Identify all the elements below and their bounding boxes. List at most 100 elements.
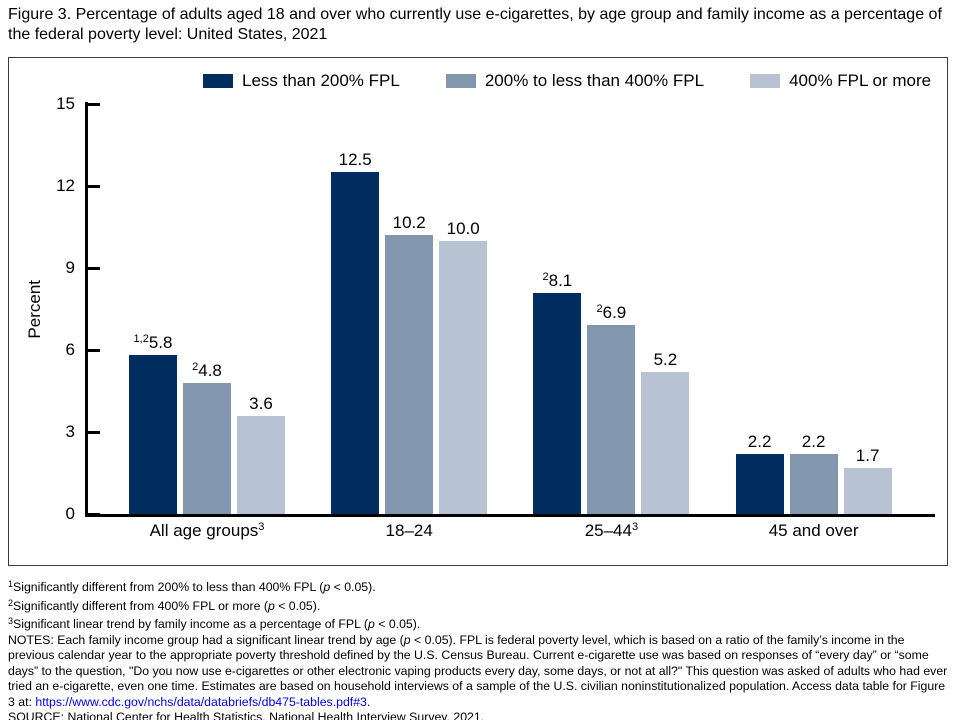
legend-item: Less than 200% FPL <box>203 71 400 91</box>
bar-cell: 26.9 <box>587 300 636 514</box>
y-tick-label: 15 <box>56 94 75 113</box>
bar-cell: 12.5 <box>331 150 380 514</box>
footnote-text: Significantly different from 400% FPL or… <box>13 598 268 613</box>
bar <box>439 240 488 514</box>
bar <box>843 467 892 514</box>
x-category-text: All age groups <box>149 521 259 540</box>
bar <box>735 453 784 514</box>
notes-post: . <box>366 694 371 709</box>
bar-value: 2.2 <box>747 431 772 451</box>
y-axis-line <box>85 102 88 517</box>
data-table-link[interactable]: https://www.cdc.gov/nchs/data/databriefs… <box>35 694 367 709</box>
y-axis-title: Percent <box>25 279 44 339</box>
footnote-text: Significantly different from 200% to les… <box>13 580 324 594</box>
footnote-text-end: < 0.05). <box>330 580 376 594</box>
bar-group: 1,25.8 24.8 3.6 <box>129 330 285 514</box>
bar-group: 28.1 26.9 5.2 <box>533 268 690 514</box>
legend-item: 200% to less than 400% FPL <box>445 71 705 91</box>
x-category-text: 25–44 <box>584 521 632 540</box>
x-category-text: 45 and over <box>768 521 859 540</box>
y-tick-label: 9 <box>65 258 75 277</box>
footnotes: 1Significantly different from 200% to le… <box>8 577 954 720</box>
footnote-text: Significant linear trend by family incom… <box>13 617 368 631</box>
y-tick-mark <box>88 512 100 516</box>
bar-cell: 28.1 <box>533 268 582 514</box>
x-category-label: 18–24 <box>291 521 527 541</box>
bar-value: 3.6 <box>249 393 273 413</box>
bar-cell: 1.7 <box>843 446 892 514</box>
bar <box>385 235 434 514</box>
bar-value-label: 3.6 <box>249 394 273 413</box>
bar-cell: 1,25.8 <box>129 330 177 514</box>
bar-value-superscript: 2 <box>192 360 199 373</box>
bar-value: 10.0 <box>446 218 480 238</box>
bar-cell: 2.2 <box>789 432 838 514</box>
bar-value-label: 5.2 <box>654 350 678 369</box>
bar <box>183 382 231 514</box>
y-tick-mark <box>88 184 100 188</box>
bar-value-label: 10.2 <box>393 213 426 232</box>
y-tick-label: 3 <box>65 422 75 441</box>
legend-swatch <box>445 74 476 88</box>
x-category-superscript: 3 <box>631 521 639 533</box>
x-category-superscript: 3 <box>258 521 265 533</box>
x-category-label: 45 and over <box>696 521 932 541</box>
notes-italic-p: p <box>403 632 411 647</box>
bar-value-label: 26.9 <box>597 300 627 322</box>
bar-value-label: 12.5 <box>339 150 372 169</box>
bar-value-label: 1,25.8 <box>134 330 173 352</box>
footnote-text-end: < 0.05). <box>374 617 421 631</box>
bar-cell: 24.8 <box>183 358 231 514</box>
y-tick-mark <box>88 266 100 270</box>
legend-label: 400% FPL or more <box>789 71 932 90</box>
footnote-superscript: 2 <box>8 597 14 608</box>
legend-item: 400% FPL or more <box>750 71 931 91</box>
y-axis-title-wrap: Percent <box>25 279 45 339</box>
bar-value-label: 24.8 <box>192 358 222 380</box>
bar <box>129 355 177 514</box>
bar-value-superscript: 2 <box>596 303 603 316</box>
bar-value-superscript: 2 <box>542 270 549 283</box>
footnote-text-end: < 0.05). <box>274 598 321 613</box>
bar-value-label: 10.0 <box>447 219 480 238</box>
x-category-text: 18–24 <box>385 521 433 540</box>
bar-value: 4.8 <box>198 360 222 380</box>
footnote-lines: 1Significantly different from 200% to le… <box>8 577 954 633</box>
legend-label: 200% to less than 400% FPL <box>484 71 705 90</box>
bar <box>331 172 380 514</box>
bar-value-label: 28.1 <box>543 268 573 290</box>
footnote-italic-p: p <box>267 598 275 613</box>
bar-cell: 10.2 <box>385 213 434 514</box>
bar-group: 12.5 10.2 10.0 <box>331 150 488 514</box>
legend-swatch <box>203 74 233 88</box>
bar <box>237 415 285 514</box>
notes-pre: NOTES: Each family income group had a si… <box>8 632 404 647</box>
y-tick-label: 12 <box>56 176 75 195</box>
bar-value-label: 2.2 <box>802 432 826 451</box>
x-category-label: 25–443 <box>493 521 729 541</box>
bar-value: 6.9 <box>602 303 627 323</box>
footnote-line: 2Significantly different from 400% FPL o… <box>8 596 954 615</box>
bar-value: 10.2 <box>392 213 426 233</box>
x-axis-line <box>85 514 935 517</box>
chart-figure: Less than 200% FPL 200% to less than 400%… <box>8 57 948 566</box>
notes-mid: < 0.05). FPL is federal poverty level, w… <box>8 632 948 709</box>
footnote-superscript: 1 <box>8 579 14 589</box>
footnote-superscript: 3 <box>8 616 14 626</box>
footnote-italic-p: p <box>367 617 375 631</box>
y-tick-mark <box>88 102 100 106</box>
bar <box>587 325 636 514</box>
footnote-italic-p: p <box>323 580 331 594</box>
legend: Less than 200% FPL 200% to less than 400%… <box>203 71 931 91</box>
bar-value: 2.2 <box>801 431 826 451</box>
y-tick-mark <box>88 348 100 352</box>
bar-value-label: 2.2 <box>748 432 772 451</box>
y-tick-label: 0 <box>65 504 75 523</box>
plot-area: 0 3 6 9 12 15 1,25.8 24.8 3.6 All age groups3 12.5… <box>56 94 935 540</box>
legend-swatch <box>750 74 781 88</box>
bar-cell: 2.2 <box>735 432 784 514</box>
figure-title: Figure 3. Percentage of adults aged 18 a… <box>8 6 942 44</box>
bar-value: 8.1 <box>548 270 573 290</box>
footnote-line: 1Significantly different from 200% to le… <box>8 577 954 596</box>
